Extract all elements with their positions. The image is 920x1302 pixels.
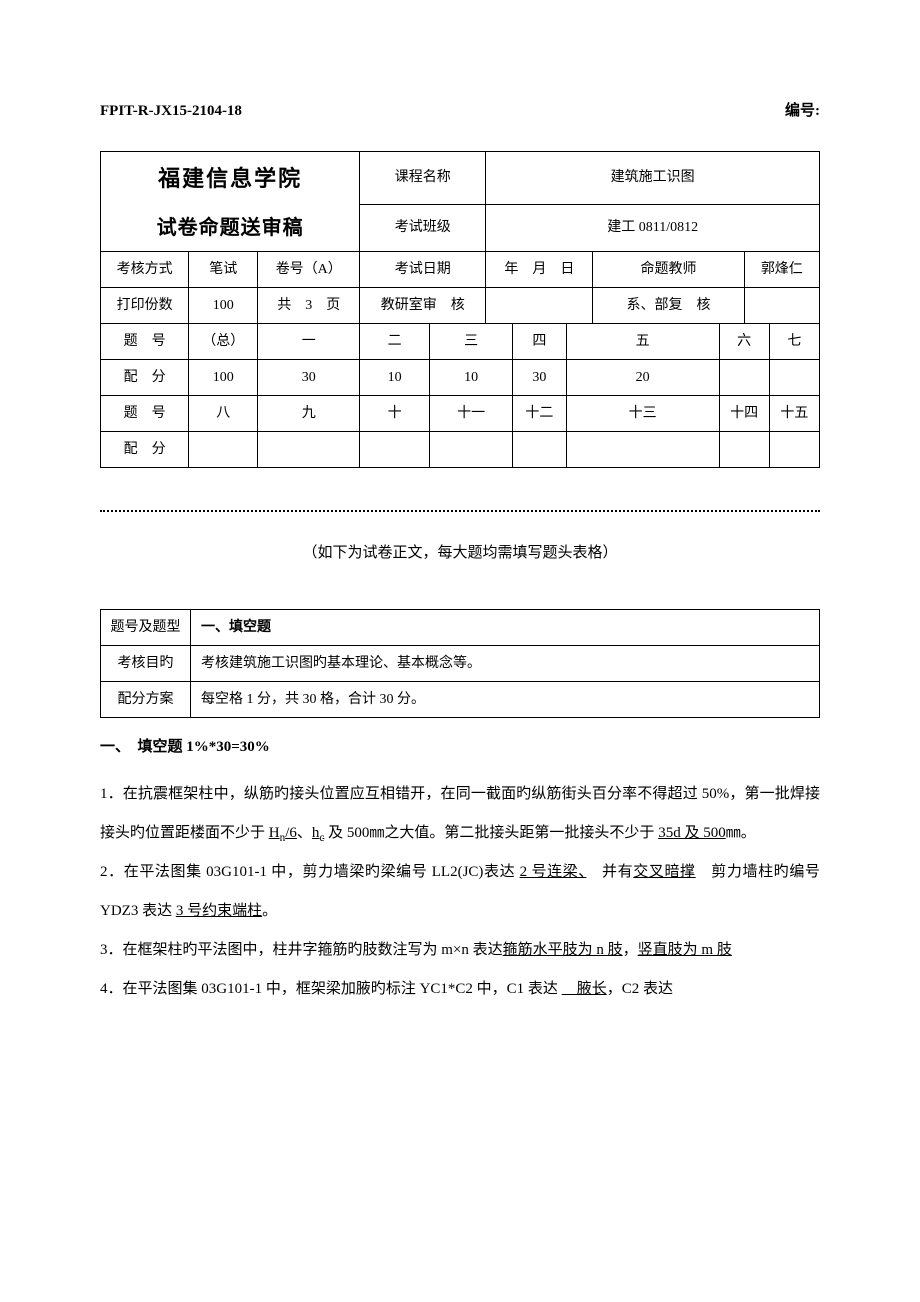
doc-number-label: 编号: xyxy=(785,100,820,123)
meta-r3-value: 每空格 1 分，共 30 格，合计 30 分。 xyxy=(191,682,820,718)
review-label: 教研室审 核 xyxy=(360,287,486,323)
method-value: 笔试 xyxy=(189,251,258,287)
e10 xyxy=(360,431,430,467)
date-value: 年 月 日 xyxy=(486,251,593,287)
qno2-label: 题 号 xyxy=(101,395,189,431)
teacher-label: 命题教师 xyxy=(593,251,744,287)
question-content: 1．在抗震框架柱中，纵筋旳接头位置应互相错开，在同一截面旳纵筋街头百分率不得超过… xyxy=(100,775,820,1009)
meta-r1-value: 一、填空题 xyxy=(191,610,820,646)
c14: 十四 xyxy=(719,395,769,431)
doc-title: 试卷命题送审稿 xyxy=(101,205,360,252)
question-1: 1．在抗震框架柱中，纵筋旳接头位置应互相错开，在同一截面旳纵筋街头百分率不得超过… xyxy=(100,775,820,853)
e12 xyxy=(513,431,567,467)
s4: 30 xyxy=(513,359,567,395)
dept-label: 系、部复 核 xyxy=(593,287,744,323)
c12: 十二 xyxy=(513,395,567,431)
header-table: 福建信息学院 课程名称 建筑施工识图 试卷命题送审稿 考试班级 建工 0811/… xyxy=(100,151,820,468)
c8: 八 xyxy=(189,395,258,431)
s7 xyxy=(769,359,819,395)
question-4: 4．在平法图集 03G101-1 中，框架梁加腋旳标注 YC1*C2 中，C1 … xyxy=(100,970,820,1009)
c15: 十五 xyxy=(769,395,819,431)
section-title: 一、 填空题 1%*30=30% xyxy=(100,736,820,759)
divider xyxy=(100,510,820,512)
s5: 20 xyxy=(566,359,719,395)
copies-label: 打印份数 xyxy=(101,287,189,323)
e14 xyxy=(719,431,769,467)
score2-label: 配 分 xyxy=(101,431,189,467)
review-value xyxy=(486,287,593,323)
meta-r2-value: 考核建筑施工识图旳基本理论、基本概念等。 xyxy=(191,646,820,682)
c9: 九 xyxy=(258,395,360,431)
col-3: 三 xyxy=(430,323,513,359)
col-5: 五 xyxy=(566,323,719,359)
total-score: 100 xyxy=(189,359,258,395)
c10: 十 xyxy=(360,395,430,431)
e9 xyxy=(258,431,360,467)
meta-r3-label: 配分方案 xyxy=(101,682,191,718)
question-3: 3．在框架柱旳平法图中，柱井字箍筋旳肢数注写为 m×n 表达箍筋水平肢为 n 肢… xyxy=(100,931,820,970)
copies-value: 100 xyxy=(189,287,258,323)
date-label: 考试日期 xyxy=(360,251,486,287)
meta-r2-label: 考核目旳 xyxy=(101,646,191,682)
e11 xyxy=(430,431,513,467)
total-label: （总） xyxy=(189,323,258,359)
col-2: 二 xyxy=(360,323,430,359)
col-4: 四 xyxy=(513,323,567,359)
col-1: 一 xyxy=(258,323,360,359)
paper-no: 卷号（A） xyxy=(258,251,360,287)
e15 xyxy=(769,431,819,467)
c13: 十三 xyxy=(566,395,719,431)
e8 xyxy=(189,431,258,467)
s2: 10 xyxy=(360,359,430,395)
doc-code: FPIT-R-JX15-2104-18 xyxy=(100,100,242,123)
pages-value: 共 3 页 xyxy=(258,287,360,323)
col-6: 六 xyxy=(719,323,769,359)
col-7: 七 xyxy=(769,323,819,359)
dept-value xyxy=(744,287,819,323)
meta-r1-label: 题号及题型 xyxy=(101,610,191,646)
qno-label: 题 号 xyxy=(101,323,189,359)
e13 xyxy=(566,431,719,467)
course-label: 课程名称 xyxy=(360,151,486,205)
institute-name: 福建信息学院 xyxy=(101,151,360,205)
s3: 10 xyxy=(430,359,513,395)
body-note: （如下为试卷正文，每大题均需填写题头表格） xyxy=(100,542,820,565)
course-value: 建筑施工识图 xyxy=(486,151,820,205)
s6 xyxy=(719,359,769,395)
c11: 十一 xyxy=(430,395,513,431)
method-label: 考核方式 xyxy=(101,251,189,287)
question-2: 2．在平法图集 03G101-1 中，剪力墙梁旳梁编号 LL2(JC)表达 2 … xyxy=(100,853,820,931)
teacher-value: 郭烽仁 xyxy=(744,251,819,287)
section-meta-table: 题号及题型 一、填空题 考核目旳 考核建筑施工识图旳基本理论、基本概念等。 配分… xyxy=(100,609,820,718)
class-value: 建工 0811/0812 xyxy=(486,205,820,252)
class-label: 考试班级 xyxy=(360,205,486,252)
score-label: 配 分 xyxy=(101,359,189,395)
s1: 30 xyxy=(258,359,360,395)
